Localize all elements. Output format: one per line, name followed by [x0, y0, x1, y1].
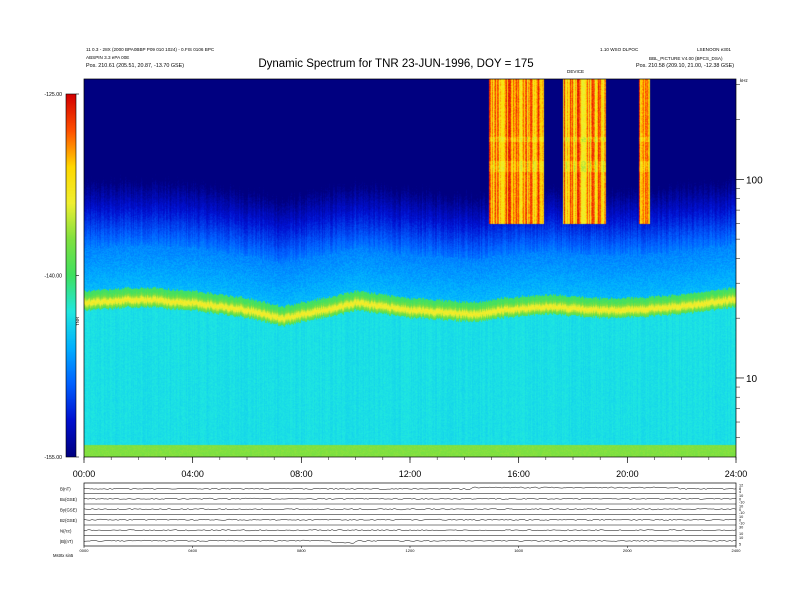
y-tick-label: 10 — [746, 374, 758, 385]
lower-panel-tick-label: 5 — [739, 543, 741, 547]
lower-panel-tick-label: 10 — [739, 494, 743, 498]
lower-panel-tick-label: 0 — [739, 508, 741, 512]
colorbar-tick-label: -125.00 — [44, 92, 62, 98]
lower-x-tick-label: 0000 — [80, 548, 90, 553]
lower-panel-label: B(nT) — [60, 486, 71, 491]
lower-panel-label: Bx(GSE) — [60, 497, 78, 502]
colorbar-tick-label: -140.00 — [44, 274, 62, 280]
plot-frame — [83, 78, 737, 458]
lower-panel-trace — [83, 497, 737, 500]
lower-panel-tick-label: 30 — [739, 526, 743, 530]
lower-panel-label: N(/cc) — [60, 528, 72, 533]
lower-panel-label: Bz(GSE) — [60, 518, 78, 523]
x-tick-label: 04:00 — [181, 469, 204, 479]
x-tick-label: 20:00 — [616, 469, 639, 479]
y-tick-label: 100 — [746, 175, 763, 186]
header-right-line1b: LSENOON e301 — [697, 47, 731, 52]
lower-panel-tick-label: 8 — [739, 487, 741, 491]
colorbar — [66, 94, 76, 457]
colorbar-label: TNR — [75, 316, 80, 326]
header-left-line3: Pos. 210.61 (205.51, 20.87, -13.70 GSE) — [86, 63, 184, 69]
lower-panel-trace — [83, 529, 737, 532]
colorbar-tick-label: -155.00 — [44, 455, 62, 461]
lower-footer-label: Mstrtx sin5 — [53, 553, 74, 558]
lower-panel-tick-label: 10 — [739, 536, 743, 540]
x-tick-label: 12:00 — [399, 469, 422, 479]
lower-panel-tick-label: 0 — [739, 497, 741, 501]
lower-panel-trace — [83, 486, 737, 490]
x-tick-label: 08:00 — [290, 469, 313, 479]
header-right-line2: BBL_PICTURE V4.00 (BPCS_DSA) — [649, 56, 723, 61]
lower-panel-label: By(GSE) — [60, 507, 78, 512]
lower-panel-tick-label: -10 — [739, 522, 745, 526]
header-right-line1: 1.10 WSO DLPOC — [600, 47, 639, 52]
lower-x-tick-label: 1600 — [514, 548, 524, 553]
lower-panel-tick-label: 12 — [739, 484, 743, 488]
lower-panel-trace — [83, 518, 737, 521]
lower-panel-trace — [83, 508, 737, 511]
header-left-line1: 11 0.3 - 28X (2000 BPA0BBP P09 010 1024)… — [86, 47, 215, 52]
lower-x-tick-label: 2400 — [732, 548, 742, 553]
colorbar-frame — [65, 93, 77, 458]
lower-x-tick-label: 2000 — [623, 548, 633, 553]
header-left-line2: ABSPIN 3.3 ePA 00E — [86, 55, 130, 60]
y-units-label: kHz — [740, 78, 748, 83]
lower-panel-tick-label: -10 — [739, 511, 745, 515]
lower-x-tick-label: 1200 — [406, 548, 416, 553]
header-right-line3: Pos. 210.58 (209.10, 21.00, -12.38 GSE) — [636, 63, 734, 69]
lower-panel-tick-label: 4 — [739, 490, 741, 494]
x-tick-label: 24:00 — [725, 469, 748, 479]
lower-x-tick-label: 0400 — [188, 548, 198, 553]
x-tick-label: 00:00 — [73, 469, 96, 479]
lower-x-tick-label: 0800 — [297, 548, 307, 553]
lower-panel-label: |B|(nT) — [60, 539, 74, 544]
lower-panel-tick-label: 10 — [739, 515, 743, 519]
lower-panel-tick-label: 10 — [739, 505, 743, 509]
lower-panel-tick-label: 0 — [739, 518, 741, 522]
lower-panel-tick-label: 10 — [739, 532, 743, 536]
lower-panel-tick-label: -10 — [739, 501, 745, 505]
lower-panel-trace — [83, 539, 737, 544]
header-device-label: DEVICE — [567, 69, 585, 74]
dynamic-spectrum-heatmap — [84, 79, 736, 457]
chart-title: Dynamic Spectrum for TNR 23-JUN-1996, DO… — [258, 58, 534, 70]
x-tick-label: 16:00 — [507, 469, 530, 479]
